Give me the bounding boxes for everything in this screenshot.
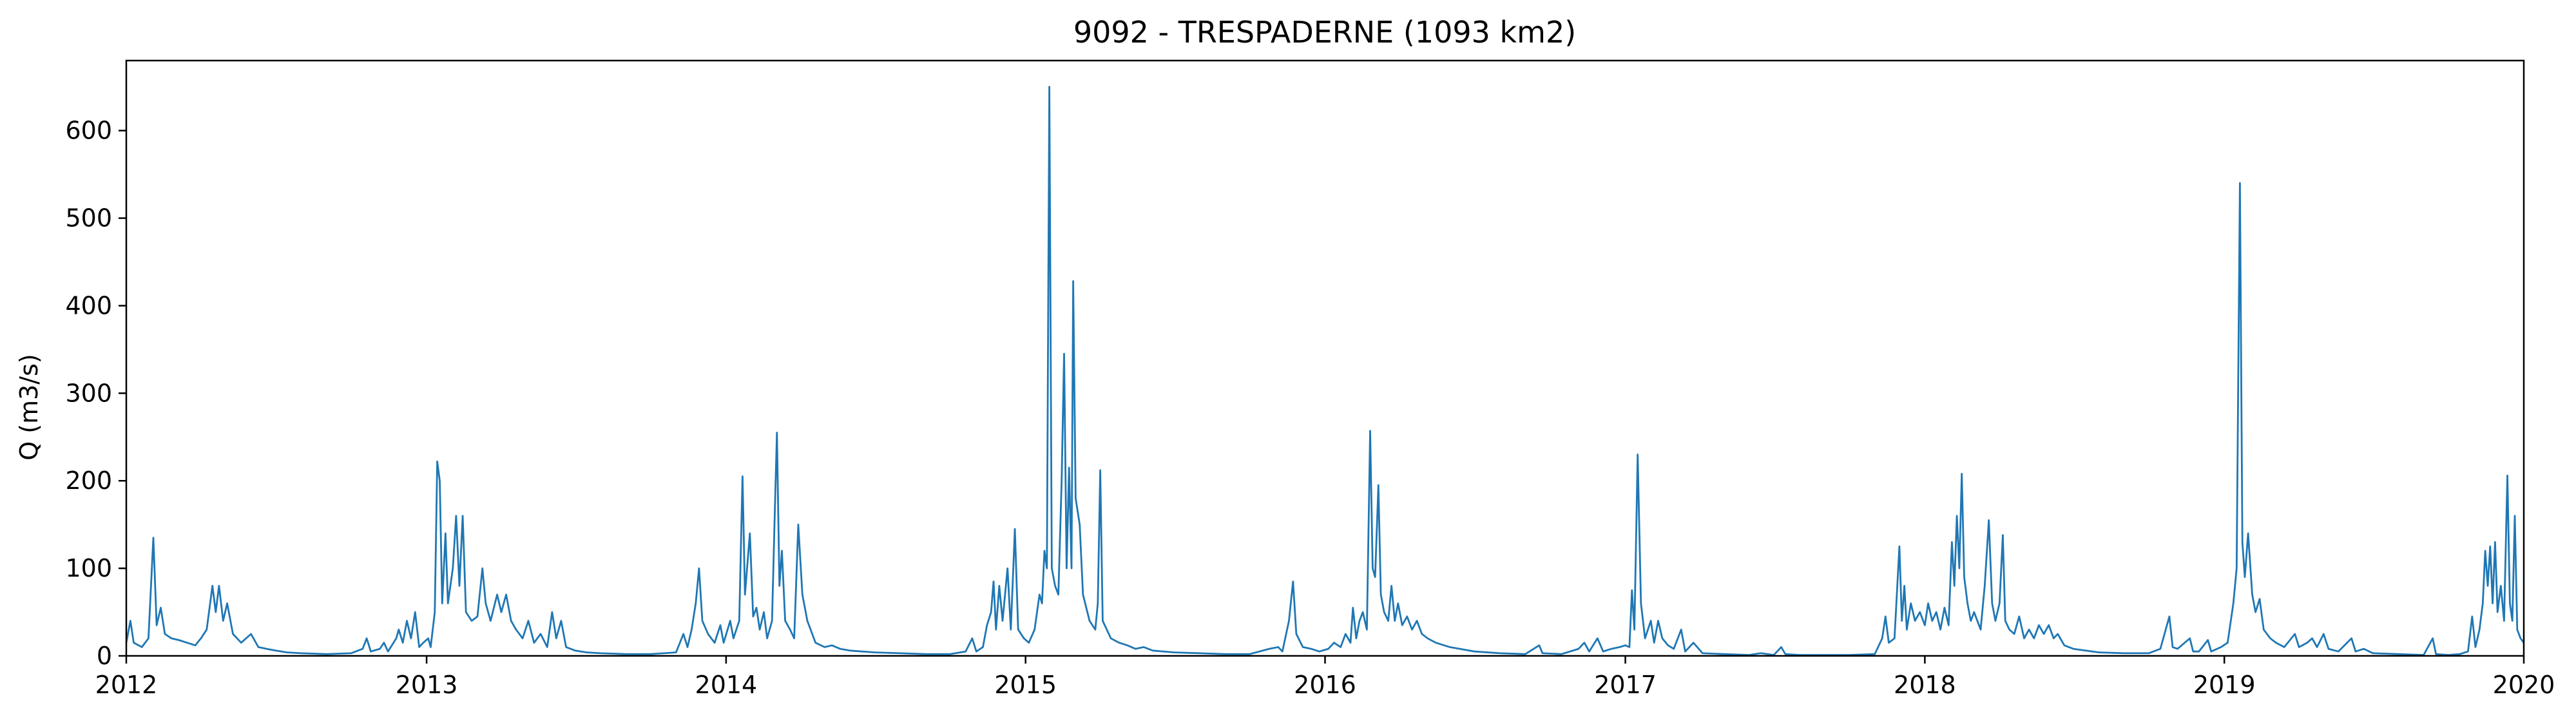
x-tick-label: 2015 (994, 671, 1057, 699)
x-tick-label: 2018 (1894, 671, 1956, 699)
x-tick-label: 2014 (695, 671, 758, 699)
x-tick-label: 2019 (2193, 671, 2256, 699)
y-tick-label: 200 (65, 466, 112, 495)
plot-area (125, 59, 2525, 657)
y-tick-label: 400 (65, 291, 112, 320)
y-axis-label: Q (m3/s) (15, 354, 43, 460)
y-axis: 0 100 200 300 400 500 600 (65, 117, 126, 670)
x-axis: 2012 2013 2014 2015 2016 2017 2018 2019 2020 (95, 656, 2555, 699)
plot-frame (125, 59, 2525, 657)
discharge-series-line (125, 86, 2525, 656)
x-tick-label: 2020 (2493, 671, 2555, 699)
x-tick-label: 2016 (1294, 671, 1356, 699)
y-tick-label: 300 (65, 379, 112, 407)
y-tick-label: 600 (65, 117, 112, 145)
x-tick-label: 2013 (396, 671, 458, 699)
x-tick-label: 2012 (95, 671, 158, 699)
y-tick-label: 100 (65, 554, 112, 582)
x-tick-label: 2017 (1594, 671, 1657, 699)
y-tick-label: 500 (65, 204, 112, 233)
chart-title: 9092 - TRESPADERNE (1093 km2) (1073, 15, 1576, 50)
y-tick-label: 0 (97, 642, 112, 670)
